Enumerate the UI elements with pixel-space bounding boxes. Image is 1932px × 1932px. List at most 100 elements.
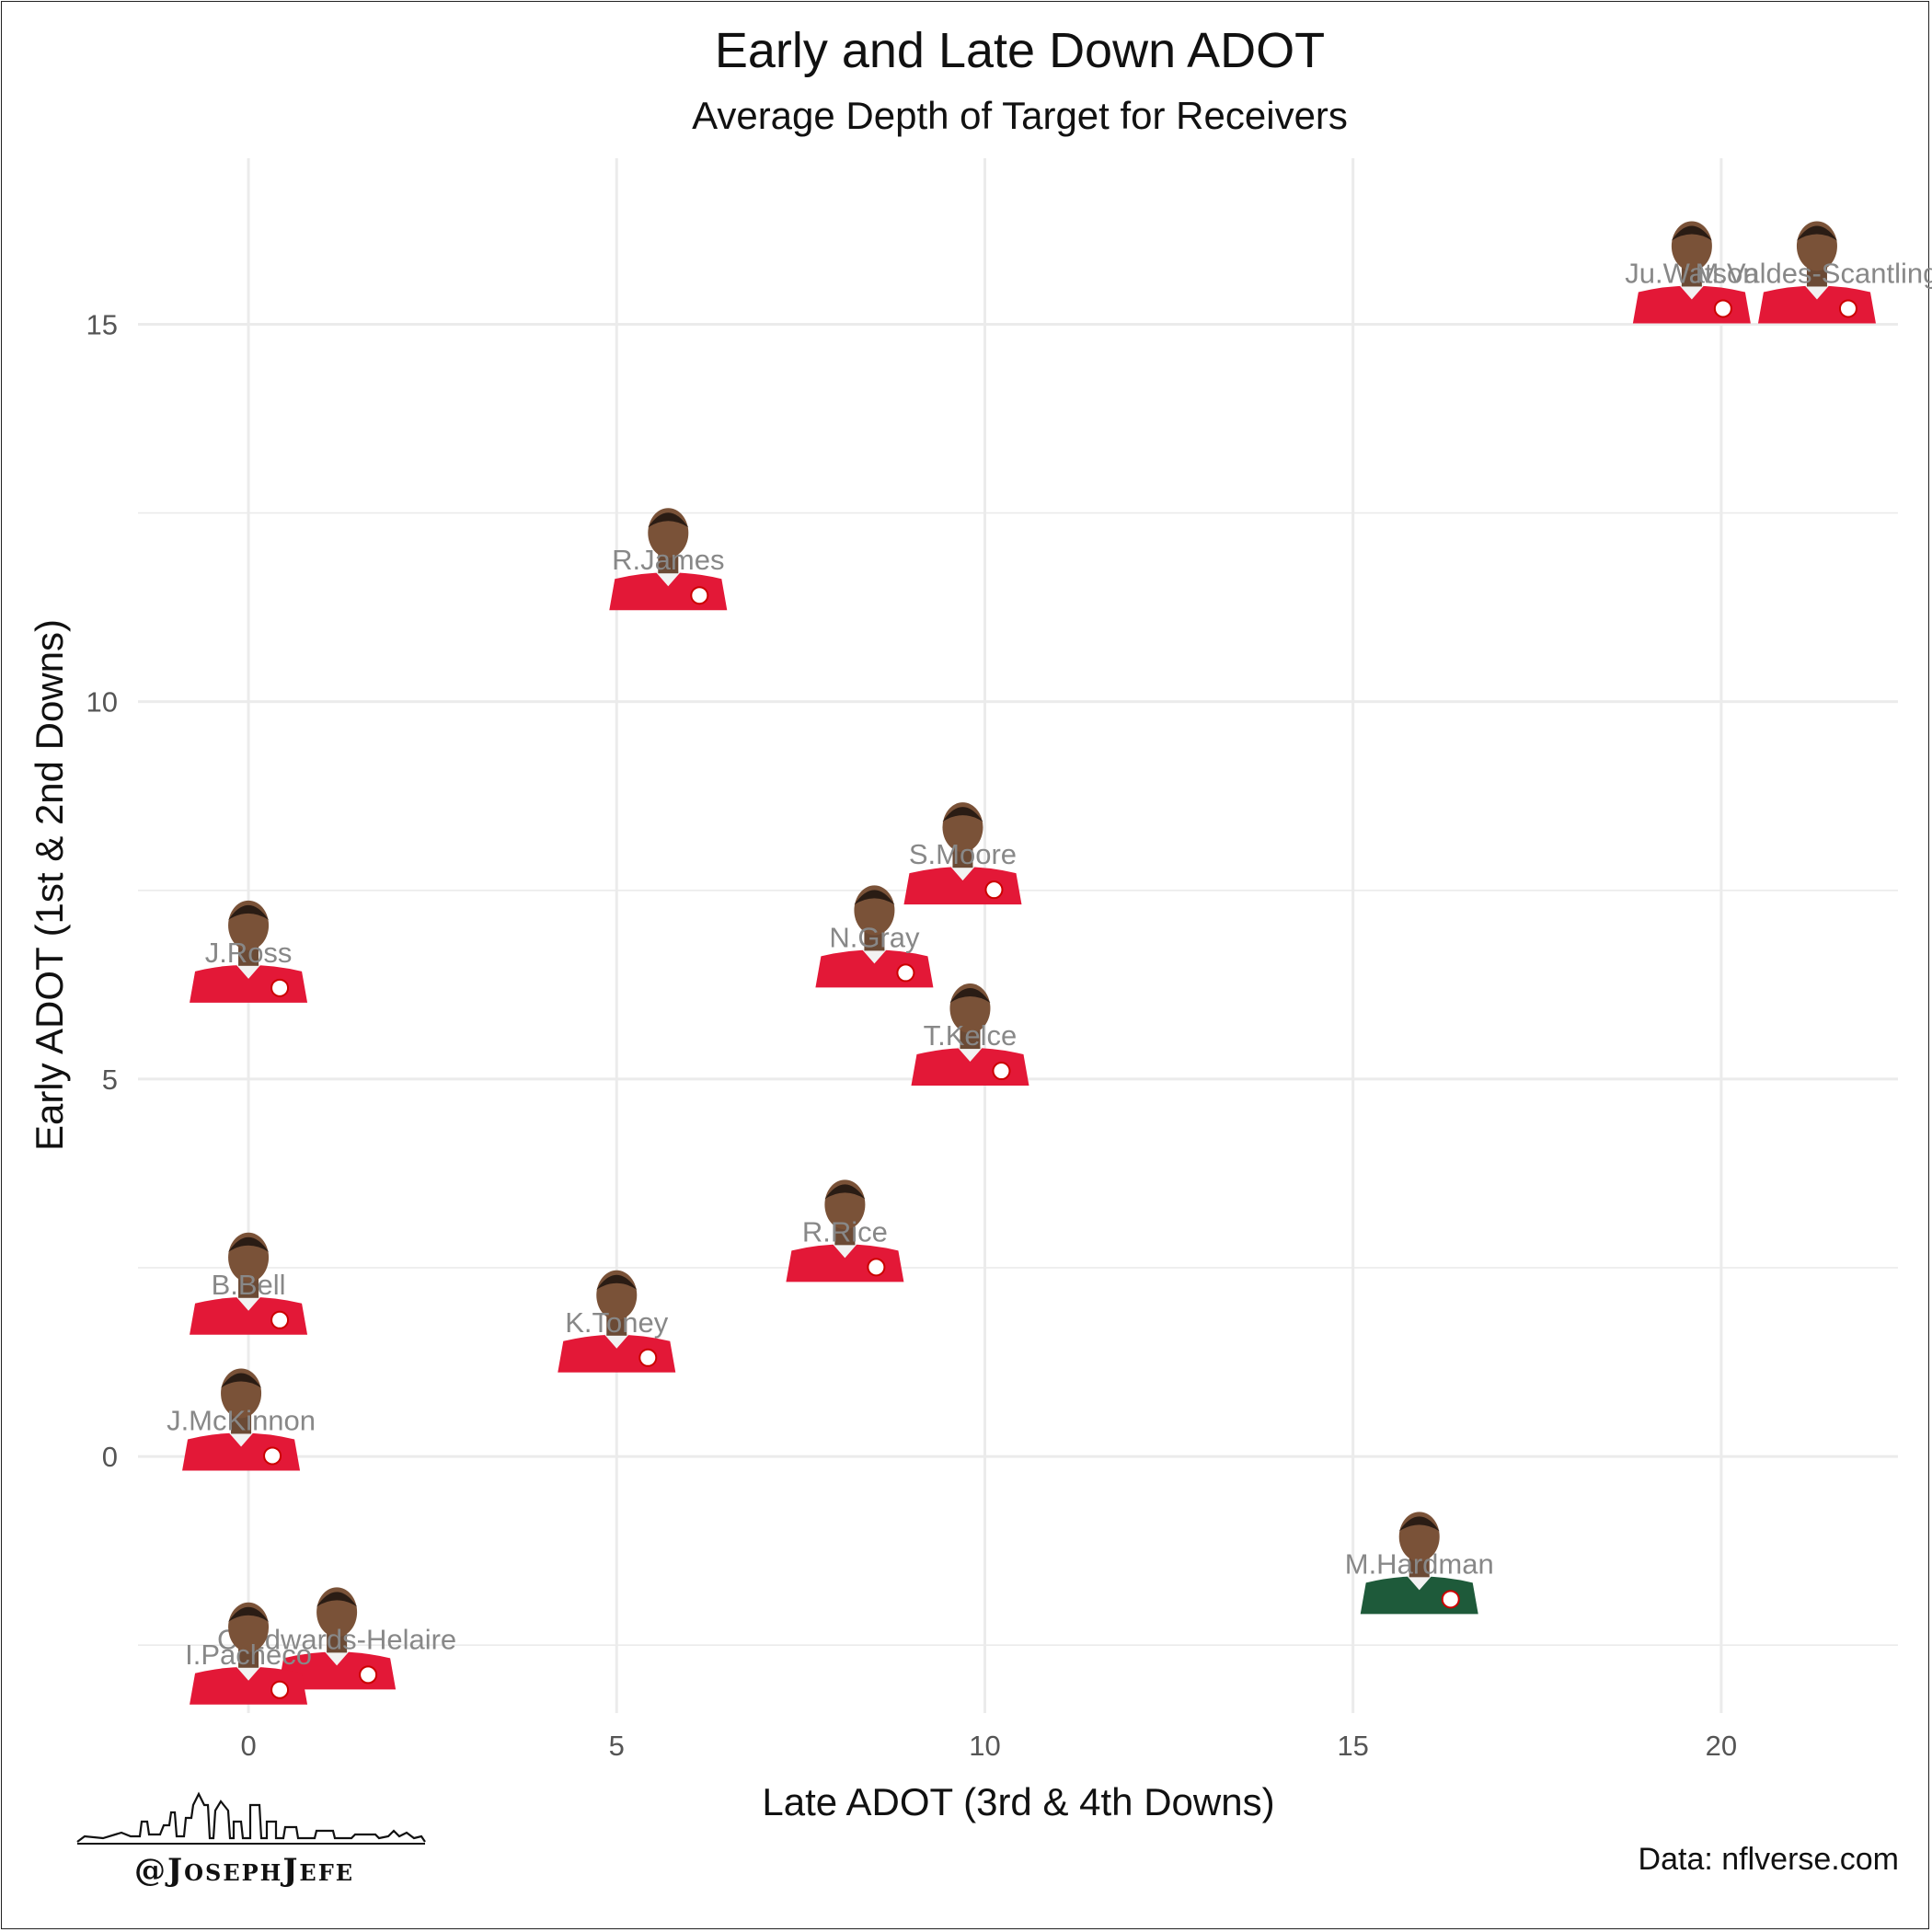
player-hair [228, 1606, 270, 1622]
player-hair [596, 1274, 638, 1290]
player-collar [832, 1243, 858, 1259]
player-name-label: B.Bell [212, 1269, 286, 1301]
player-point: N.Gray [815, 885, 934, 988]
player-name-label: N.Gray [829, 921, 920, 953]
player-neck [952, 847, 973, 868]
player-name-label: Ju.Watson [1625, 257, 1758, 289]
player-name-label: K.Toney [565, 1306, 669, 1339]
player-collar [1803, 284, 1830, 300]
player-hair [228, 904, 270, 920]
player-name-label: J.Ross [205, 937, 293, 969]
chart-subtitle: Average Depth of Target for Receivers [692, 94, 1348, 137]
player-collar [604, 1333, 630, 1349]
team-badge [270, 1310, 290, 1329]
y-tick-label: 10 [86, 686, 118, 719]
player-collar [1678, 284, 1705, 300]
player-neck [834, 1225, 856, 1246]
x-axis-title: Late ADOT (3rd & 4th Downs) [762, 1780, 1274, 1823]
player-hair [1398, 1516, 1440, 1532]
player-hair [1796, 225, 1837, 241]
player-neck [231, 1413, 252, 1434]
player-point: J.McKinnon [167, 1368, 316, 1471]
player-neck [606, 1315, 627, 1336]
player-neck [238, 945, 259, 966]
grid-lines [138, 158, 1898, 1713]
author-credit: @JosephJefe [134, 1852, 355, 1889]
player-collar [861, 949, 888, 964]
player-point: R.James [609, 508, 728, 611]
player-hair [854, 890, 895, 905]
player-neck [1806, 266, 1827, 287]
axis-ticks: 0 5 10 15 20 0 5 10 15 [86, 308, 1738, 1762]
team-badge [1441, 1590, 1460, 1609]
team-badge [270, 978, 290, 997]
team-badge [1838, 299, 1857, 318]
player-name-label: T.Kelce [924, 1019, 1018, 1052]
x-tick-label: 15 [1337, 1730, 1368, 1762]
team-badge [263, 1446, 282, 1466]
player-point: Ju.Watson [1625, 221, 1759, 324]
player-collar [1406, 1575, 1432, 1591]
chart-title: Early and Late Down ADOT [714, 23, 1326, 78]
player-hair [1671, 225, 1712, 241]
player-collar [228, 1432, 255, 1447]
player-point: C.Edwards-Helaire [217, 1587, 456, 1690]
player-name-label: M.Hardman [1345, 1547, 1494, 1580]
player-neck [658, 553, 679, 574]
player-point: M.Hardman [1345, 1512, 1494, 1615]
player-name-label: R.Rice [802, 1215, 888, 1248]
player-point: K.Toney [558, 1270, 676, 1373]
team-badge [1713, 299, 1732, 318]
player-name-label: R.James [612, 544, 724, 576]
player-hair [949, 988, 991, 1004]
team-badge [867, 1258, 886, 1277]
player-hair [824, 1184, 866, 1200]
team-badge [270, 1680, 290, 1699]
player-hair [648, 512, 689, 528]
player-name-label: I.Pacheco [185, 1639, 312, 1671]
y-tick-label: 0 [102, 1441, 118, 1473]
player-name-label: M.Valdes-Scantling [1696, 257, 1932, 289]
player-neck [960, 1029, 981, 1050]
data-source-caption: Data: nflverse.com [1638, 1842, 1899, 1877]
player-neck [864, 930, 885, 951]
player-collar [324, 1650, 351, 1666]
player-neck [1681, 266, 1702, 287]
x-tick-label: 20 [1706, 1730, 1737, 1762]
y-tick-label: 15 [86, 308, 118, 340]
player-collar [949, 866, 976, 881]
player-collar [957, 1047, 983, 1063]
player-hair [228, 1236, 270, 1252]
player-collar [655, 571, 682, 587]
x-tick-label: 0 [240, 1730, 256, 1762]
player-hair [316, 1592, 358, 1607]
player-name-label: S.Moore [909, 838, 1017, 870]
player-point: M.Valdes-Scantling [1696, 221, 1932, 324]
player-collar [236, 1295, 262, 1311]
team-badge [359, 1665, 378, 1685]
y-tick-label: 5 [102, 1064, 118, 1096]
player-point: T.Kelce [911, 983, 1029, 1087]
player-point: R.Rice [786, 1179, 904, 1282]
player-neck [327, 1632, 348, 1653]
team-badge [690, 586, 709, 605]
team-badge [984, 880, 1004, 900]
player-neck [1409, 1557, 1430, 1578]
team-badge [638, 1348, 658, 1367]
player-collar [236, 963, 262, 979]
player-hair [221, 1373, 262, 1388]
player-name-label: J.McKinnon [167, 1404, 316, 1436]
player-hair [942, 807, 983, 822]
team-badge [896, 963, 915, 983]
player-collar [236, 1665, 262, 1681]
player-neck [238, 1277, 259, 1298]
player-point: J.Ross [190, 900, 308, 1003]
x-tick-label: 5 [609, 1730, 625, 1762]
y-axis-title: Early ADOT (1st & 2nd Downs) [28, 619, 71, 1151]
team-badge [992, 1062, 1011, 1081]
x-tick-label: 10 [969, 1730, 1000, 1762]
skyline-logo [76, 1791, 426, 1845]
player-point: S.Moore [903, 802, 1022, 905]
